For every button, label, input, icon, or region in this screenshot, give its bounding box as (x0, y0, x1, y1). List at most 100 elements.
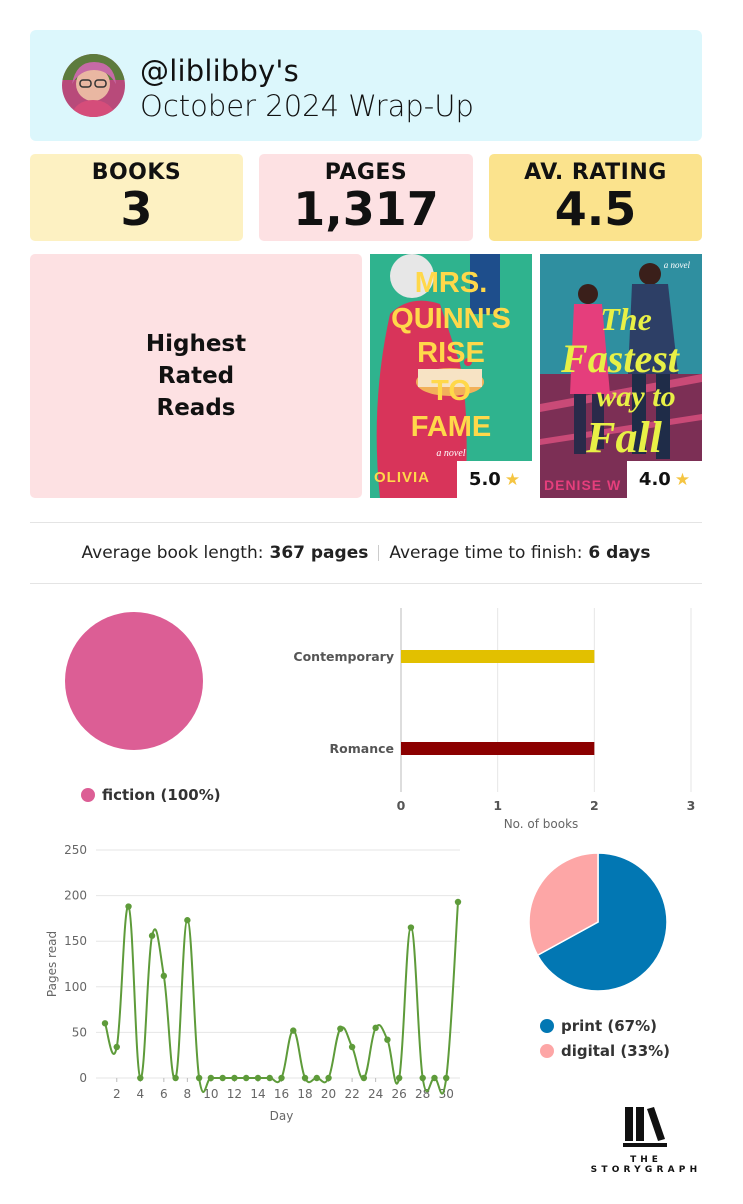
x-tick-label: 12 (227, 1087, 242, 1101)
x-axis-label: Day (270, 1109, 294, 1123)
highest-rated-panel: Highest Rated Reads (30, 254, 362, 498)
x-axis-label: No. of books (504, 817, 579, 831)
data-point[interactable] (419, 1074, 426, 1082)
x-tick-label: 16 (274, 1087, 289, 1101)
x-tick-label: 26 (392, 1087, 407, 1101)
fiction-pie-chart (65, 612, 203, 750)
x-tick-label: 3 (687, 798, 696, 813)
divider-bottom (30, 583, 702, 584)
cover-author: OLIVIA (374, 469, 430, 486)
rating-stat-label: AV. RATING (524, 160, 667, 185)
data-point[interactable] (137, 1074, 144, 1082)
fiction-legend: fiction (100%) (81, 786, 221, 804)
print-legend-label: print (67%) (561, 1017, 657, 1035)
cover-title-line-1: MRS. (415, 267, 488, 299)
genre-bar-chart: 0 1 2 3 No. of books Contemporary Romance (293, 608, 696, 831)
pages-stat-card: PAGES 1,317 (259, 154, 473, 241)
data-point[interactable] (372, 1024, 379, 1032)
y-tick-label: 0 (79, 1071, 87, 1085)
cover-title-line-2: Fastest (560, 336, 681, 381)
data-point[interactable] (313, 1074, 320, 1082)
x-tick-label: 22 (344, 1087, 359, 1101)
rating-stat-card: AV. RATING 4.5 (489, 154, 702, 241)
data-point[interactable] (113, 1043, 120, 1051)
data-point[interactable] (219, 1074, 226, 1082)
x-tick-label: 8 (184, 1087, 192, 1101)
pages-read-series-line (104, 901, 459, 1095)
data-point[interactable] (266, 1074, 273, 1082)
y-tick-label: 100 (64, 980, 87, 994)
bar-romance[interactable] (401, 742, 595, 755)
data-point[interactable] (184, 917, 191, 924)
data-point[interactable] (195, 1074, 203, 1082)
star-icon: ★ (504, 469, 521, 490)
data-point[interactable] (231, 1074, 238, 1082)
books-stat-card: BOOKS 3 (30, 154, 243, 241)
highest-rated-label: Highest Rated Reads (145, 331, 247, 421)
avg-length-value: 367 pages (269, 543, 369, 563)
cover-tag: a novel (436, 448, 465, 459)
storygraph-logo[interactable]: THE STORYGRAPH (590, 1105, 702, 1177)
bar-contemporary[interactable] (401, 650, 595, 663)
x-tick-label: 14 (250, 1087, 265, 1101)
storygraph-logo-mark (623, 1107, 667, 1147)
data-point[interactable] (407, 924, 415, 931)
print-legend: print (67%) (540, 1017, 657, 1035)
pie-slice-digital[interactable] (528, 852, 599, 957)
data-point[interactable] (443, 1074, 450, 1082)
data-point[interactable] (360, 1074, 368, 1082)
wrapup-header: @liblibby's October 2024 Wrap-Up (30, 30, 702, 141)
cover-title-line-2: QUINN'S (391, 303, 511, 335)
pages-stat-label: PAGES (324, 160, 408, 185)
y-tick-label: 150 (64, 934, 87, 948)
cover-title-line-3: way to (596, 380, 675, 413)
book-rating-value: 4.0 (638, 469, 671, 490)
y-axis-label: Pages read (45, 931, 59, 997)
data-point[interactable] (431, 1074, 438, 1082)
avatar[interactable] (62, 54, 125, 117)
book-cover-mrs-quinn[interactable]: MRS. QUINN'S RISE TO FAME a novel OLIVIA… (370, 254, 532, 498)
data-point[interactable] (454, 898, 462, 906)
pie-slice-print[interactable] (536, 852, 668, 992)
book-rating-chip: 5.0 ★ (457, 461, 532, 498)
book-rating-value: 5.0 (468, 469, 501, 490)
digital-legend: digital (33%) (540, 1042, 670, 1060)
data-point[interactable] (290, 1027, 297, 1034)
print-legend-swatch (540, 1019, 554, 1033)
data-point[interactable] (254, 1074, 262, 1082)
book-rating-chip: 4.0 ★ (627, 461, 702, 498)
x-tick-label: 20 (321, 1087, 336, 1101)
data-point[interactable] (101, 1020, 109, 1027)
data-point[interactable] (301, 1074, 309, 1082)
data-point[interactable] (207, 1074, 215, 1082)
cover-title-line-4: Fall (585, 413, 663, 462)
page-title: October 2024 Wrap-Up (140, 89, 474, 123)
cover-author: DENISE W (544, 477, 621, 493)
data-point[interactable] (348, 1043, 356, 1051)
cover-title-line-4: TO (431, 375, 471, 407)
data-point[interactable] (337, 1025, 344, 1032)
x-tick-label: 18 (297, 1087, 312, 1101)
data-point[interactable] (325, 1074, 332, 1082)
fiction-legend-label: fiction (100%) (102, 786, 221, 804)
cover-tag: a novel (664, 260, 691, 270)
pie-slice-fiction[interactable] (65, 612, 203, 750)
data-point[interactable] (172, 1074, 179, 1082)
book-cover-fastest-way[interactable]: The Fastest way to Fall a novel Author o… (540, 254, 702, 498)
data-point[interactable] (395, 1074, 403, 1082)
username-handle[interactable]: @liblibby's (140, 54, 299, 88)
x-tick-label: 0 (397, 798, 406, 813)
data-point[interactable] (384, 1036, 391, 1043)
digital-legend-swatch (540, 1044, 554, 1058)
fiction-legend-swatch (81, 788, 95, 802)
format-pie-chart (528, 852, 668, 992)
data-point[interactable] (160, 972, 168, 980)
x-tick-label: 10 (203, 1087, 218, 1101)
cover-title-line-3: RISE (417, 337, 485, 369)
data-point[interactable] (148, 932, 156, 939)
data-point[interactable] (125, 903, 132, 910)
y-tick-label: Romance (330, 741, 394, 756)
data-point[interactable] (278, 1074, 285, 1082)
data-point[interactable] (243, 1074, 250, 1082)
